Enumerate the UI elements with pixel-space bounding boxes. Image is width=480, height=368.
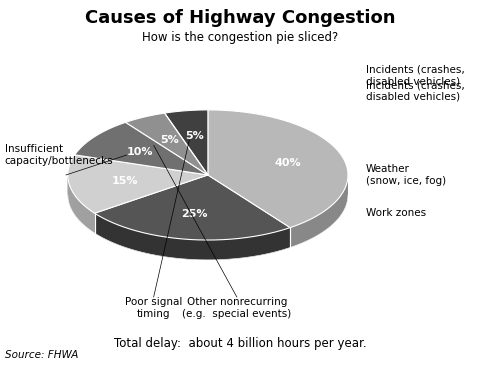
Polygon shape — [95, 222, 290, 250]
Text: Work zones: Work zones — [366, 208, 426, 218]
Text: Incidents (crashes,
disabled vehicles): Incidents (crashes, disabled vehicles) — [366, 65, 465, 86]
Polygon shape — [68, 176, 95, 215]
Polygon shape — [95, 213, 290, 241]
Polygon shape — [208, 110, 348, 228]
Polygon shape — [290, 191, 348, 244]
Text: Total delay:  about 4 billion hours per year.: Total delay: about 4 billion hours per y… — [114, 337, 366, 350]
Polygon shape — [290, 193, 348, 247]
Text: Other nonrecurring
(e.g.  special events): Other nonrecurring (e.g. special events) — [182, 297, 291, 319]
Polygon shape — [290, 176, 348, 230]
Polygon shape — [68, 178, 95, 217]
Polygon shape — [95, 214, 290, 242]
Polygon shape — [95, 230, 290, 258]
Polygon shape — [95, 221, 290, 249]
Polygon shape — [290, 192, 348, 245]
Text: 15%: 15% — [112, 176, 138, 186]
Polygon shape — [68, 155, 208, 213]
Text: 5%: 5% — [185, 131, 204, 141]
Text: Poor signal
timing: Poor signal timing — [125, 297, 182, 319]
Polygon shape — [290, 180, 348, 233]
Text: How is the congestion pie sliced?: How is the congestion pie sliced? — [142, 31, 338, 44]
Polygon shape — [95, 175, 290, 240]
Polygon shape — [95, 213, 290, 260]
Polygon shape — [290, 175, 348, 248]
Polygon shape — [68, 175, 95, 233]
Polygon shape — [95, 216, 290, 244]
Polygon shape — [95, 231, 290, 259]
Polygon shape — [290, 186, 348, 240]
Polygon shape — [165, 110, 208, 175]
Text: 25%: 25% — [181, 209, 208, 219]
Text: 5%: 5% — [160, 135, 179, 145]
Text: 40%: 40% — [275, 158, 301, 168]
Polygon shape — [290, 175, 348, 229]
Polygon shape — [68, 182, 95, 221]
Polygon shape — [68, 193, 95, 232]
Polygon shape — [95, 215, 290, 243]
Polygon shape — [68, 185, 95, 224]
Polygon shape — [290, 190, 348, 243]
Polygon shape — [68, 191, 95, 230]
Polygon shape — [290, 178, 348, 232]
Polygon shape — [290, 182, 348, 236]
Polygon shape — [68, 184, 95, 223]
Polygon shape — [68, 187, 95, 226]
Polygon shape — [290, 187, 348, 241]
Polygon shape — [95, 224, 290, 252]
Polygon shape — [95, 213, 290, 260]
Text: Insufficient
capacity/bottlenecks: Insufficient capacity/bottlenecks — [4, 144, 113, 166]
Polygon shape — [68, 188, 95, 227]
Polygon shape — [290, 185, 348, 239]
Polygon shape — [126, 113, 208, 175]
Polygon shape — [68, 180, 95, 219]
Polygon shape — [68, 177, 95, 216]
Text: Weather
(snow, ice, fog): Weather (snow, ice, fog) — [366, 164, 446, 186]
Polygon shape — [95, 226, 290, 254]
Polygon shape — [95, 225, 290, 253]
Polygon shape — [75, 122, 208, 175]
Polygon shape — [68, 183, 95, 222]
Polygon shape — [95, 227, 290, 255]
Polygon shape — [290, 183, 348, 237]
Polygon shape — [95, 219, 290, 247]
Polygon shape — [68, 175, 95, 214]
Polygon shape — [95, 229, 290, 256]
Text: Source: FHWA: Source: FHWA — [5, 350, 78, 360]
Polygon shape — [95, 220, 290, 248]
Polygon shape — [290, 181, 348, 234]
Text: Incidents (crashes,
disabled vehicles): Incidents (crashes, disabled vehicles) — [366, 80, 465, 102]
Text: 10%: 10% — [127, 147, 153, 157]
Polygon shape — [95, 223, 290, 251]
Polygon shape — [68, 190, 95, 229]
Polygon shape — [68, 192, 95, 231]
Polygon shape — [68, 186, 95, 225]
Polygon shape — [290, 175, 348, 248]
Polygon shape — [290, 177, 348, 231]
Polygon shape — [68, 175, 95, 233]
Polygon shape — [290, 188, 348, 242]
Polygon shape — [95, 217, 290, 245]
Polygon shape — [290, 184, 348, 238]
Polygon shape — [68, 181, 95, 220]
Text: Causes of Highway Congestion: Causes of Highway Congestion — [85, 9, 395, 27]
